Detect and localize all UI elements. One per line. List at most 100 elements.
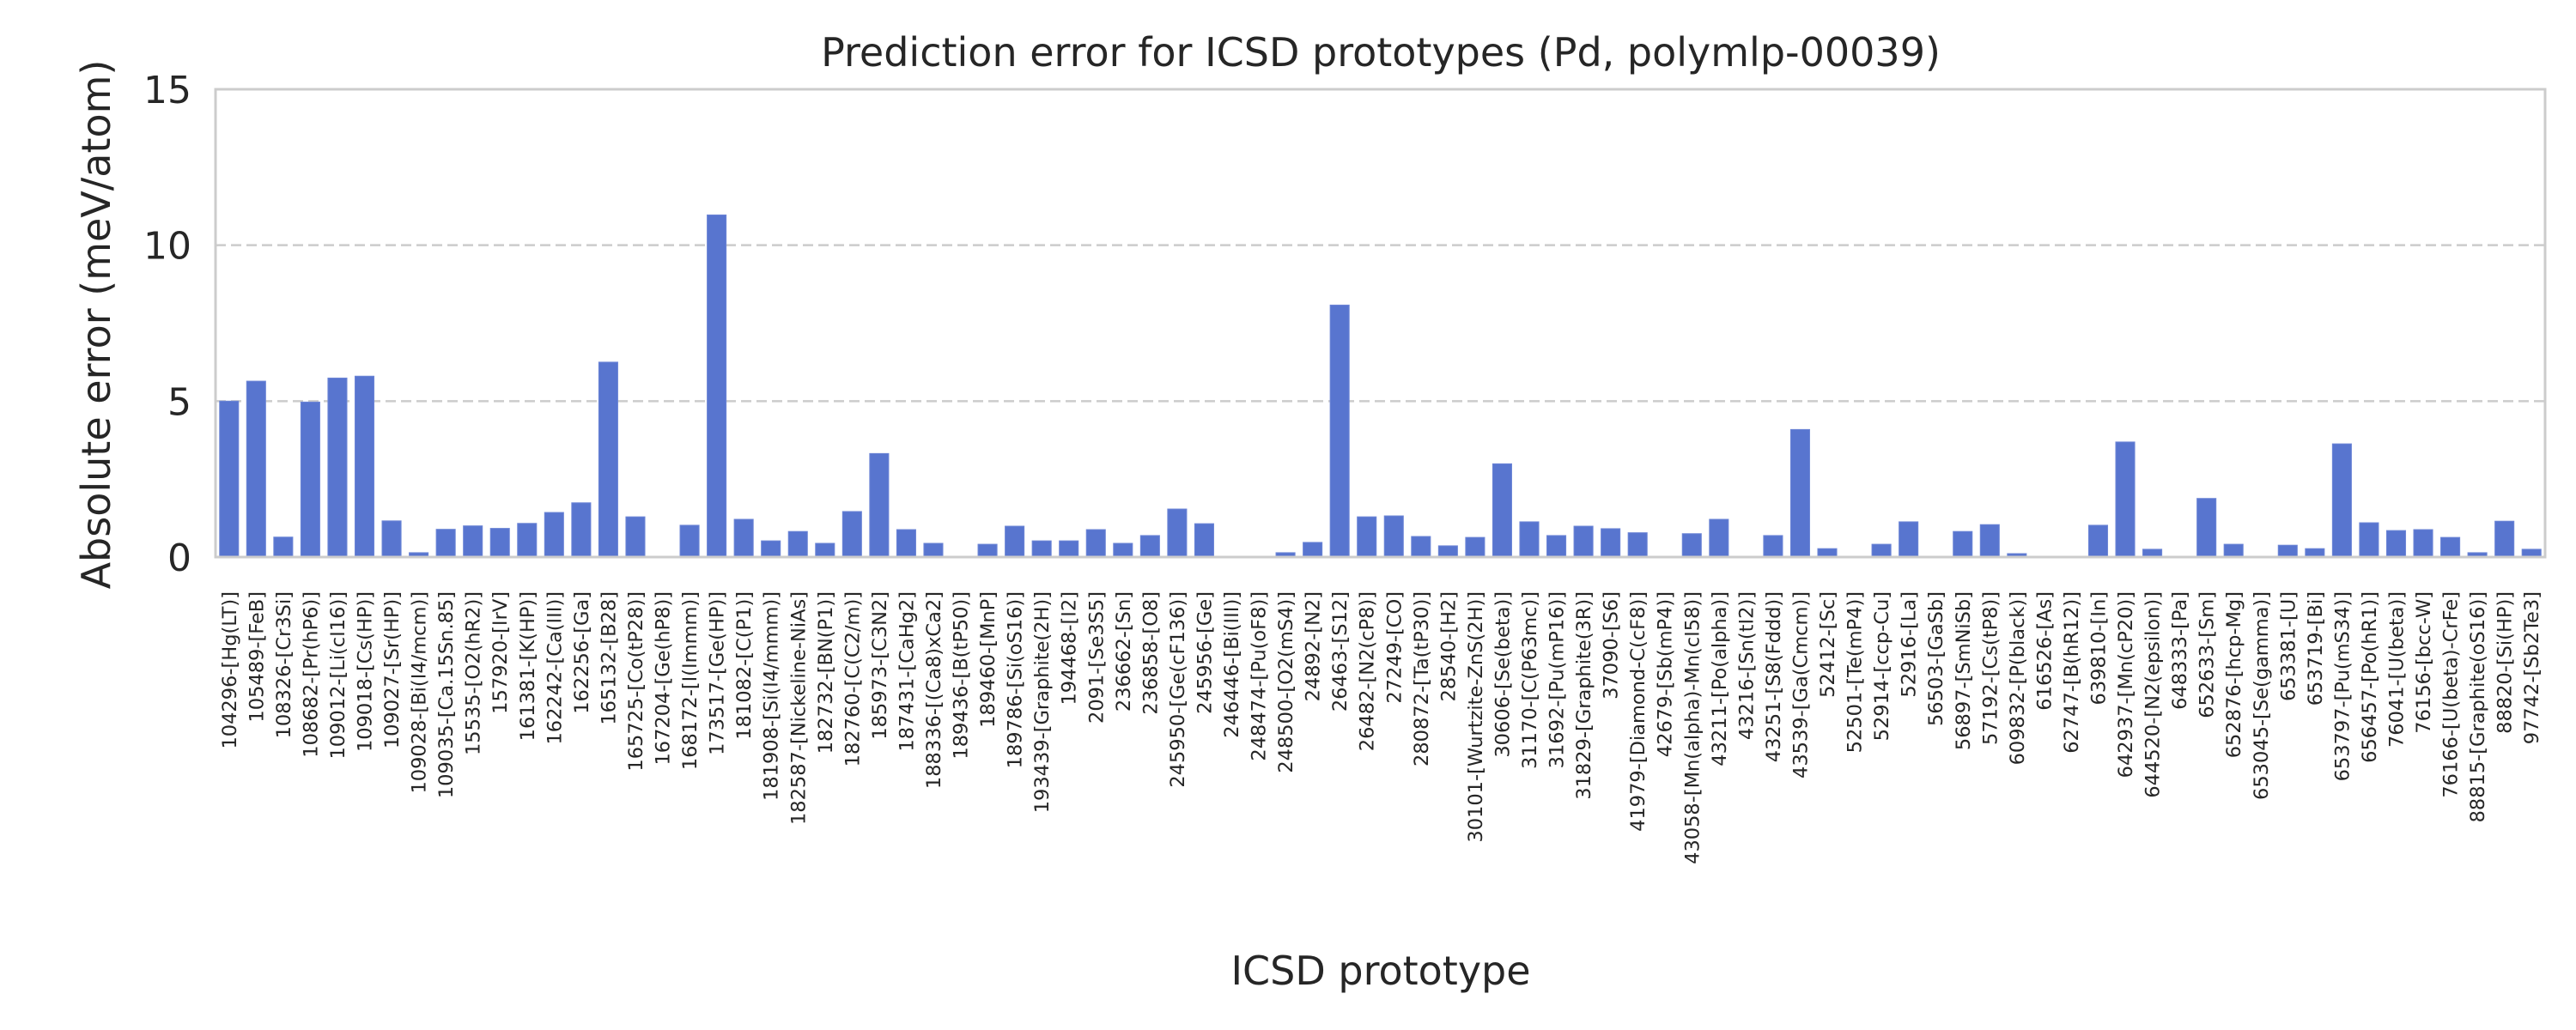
x-tick-label: 167204-[Ge(hP8)] <box>653 591 675 766</box>
x-tick-label: 161381-[K(HP)] <box>517 591 539 741</box>
x-tick-label: 189460-[MnP] <box>977 591 999 728</box>
x-tick-label: 642937-[Mn(cP20)] <box>2115 591 2137 778</box>
x-tick-label: 162256-[Ga] <box>571 591 593 714</box>
bar <box>815 542 835 558</box>
x-tick-label: 182587-[Nickeline-NiAs] <box>787 591 810 825</box>
x-tick-label: 43058-[Mn(alpha)-Mn(cI58)] <box>1681 591 1704 864</box>
x-tick-label: 609832-[P(black)] <box>2007 591 2029 765</box>
x-tick-label: 162242-[Ca(III)] <box>544 591 566 745</box>
bar <box>2359 522 2379 558</box>
x-tick-label: 62747-[B(hR12)] <box>2061 591 2083 754</box>
bar <box>2494 520 2515 558</box>
x-tick-label: 193439-[Graphite(2H)] <box>1031 591 1054 813</box>
x-tick-label: 27249-[CO] <box>1383 591 1406 704</box>
bar <box>2331 443 2352 558</box>
x-tick-label: 189786-[Si(oS16)] <box>1005 591 1027 768</box>
x-tick-label: 76156-[bcc-W] <box>2413 591 2435 734</box>
x-tick-label: 52914-[ccp-Cu] <box>1871 591 1893 741</box>
bar <box>1573 525 1594 558</box>
x-tick-label: 31829-[Graphite(3R)] <box>1573 591 1595 800</box>
bar <box>1303 542 1323 558</box>
bar <box>1465 536 1485 558</box>
x-tick-label: 109035-[Ca.15Sn.85] <box>435 591 458 798</box>
y-tick-label: 0 <box>167 536 191 580</box>
bar <box>1139 535 1160 558</box>
x-tick-label: 165725-[Co(tP28)] <box>625 591 647 772</box>
bar <box>1059 540 1079 558</box>
bar <box>1031 540 1052 558</box>
bar <box>1546 535 1567 558</box>
bar <box>300 401 320 558</box>
x-tick-label: 248474-[Pu(oF8)] <box>1249 591 1271 761</box>
x-tick-label: 26482-[N2(cP8)] <box>1357 591 1379 751</box>
x-tick-label: 236662-[Sn] <box>1113 591 1135 712</box>
x-tick-label: 236858-[O8] <box>1139 591 1162 715</box>
bar <box>2087 524 2109 558</box>
x-tick-label: 653381-[U] <box>2277 591 2300 701</box>
x-tick-label: 653045-[Se(gamma)] <box>2251 591 2273 800</box>
x-tick-label: 97742-[Sb2Te3] <box>2521 591 2543 744</box>
bar <box>1899 521 1919 558</box>
bar <box>896 529 916 558</box>
bar <box>1627 532 1648 558</box>
x-tick-label: 245956-[Ge] <box>1194 591 1216 714</box>
x-tick-label: 105489-[FeB] <box>246 591 268 723</box>
x-tick-label: 56503-[GaSb] <box>1925 591 1947 726</box>
x-tick-label: 165132-[B28] <box>598 591 620 725</box>
x-tick-label: 245950-[Ge(cF136)] <box>1167 591 1189 788</box>
x-tick-label: 652633-[Sm] <box>2196 591 2219 718</box>
x-tick-label: 37090-[S6] <box>1601 591 1623 700</box>
bar <box>246 380 266 558</box>
x-tick-label: 188336-[(Ca8)xCa2] <box>923 591 945 789</box>
bar <box>463 525 483 558</box>
bar <box>273 536 294 558</box>
x-tick-label: 88820-[Si(HP)] <box>2494 591 2517 734</box>
x-tick-label: 648333-[Pa] <box>2169 591 2191 710</box>
y-tick-label: 15 <box>143 69 191 112</box>
bar <box>2440 536 2461 558</box>
y-axis-ticks: 0 5 10 15 <box>143 69 191 580</box>
bar <box>707 214 727 558</box>
bar <box>2223 543 2244 558</box>
x-tick-label: 24892-[N2] <box>1303 591 1325 701</box>
bar <box>1763 535 1783 558</box>
bar <box>625 516 646 558</box>
x-tick-label: 43251-[S8(Fddd)] <box>1763 591 1785 762</box>
plot-frame <box>214 88 2547 559</box>
x-tick-label: 76041-[U(beta)] <box>2385 591 2408 748</box>
x-tick-label: 653719-[Bi] <box>2305 591 2327 706</box>
bar <box>517 523 538 558</box>
x-tick-label: 185973-[C3N2] <box>869 591 891 740</box>
x-tick-label: 109018-[Cs(HP)] <box>355 591 377 752</box>
bar <box>1194 523 1214 558</box>
bar <box>2277 544 2298 558</box>
bar <box>327 377 348 558</box>
y-axis-label: Absolute error (meV/atom) <box>73 60 119 590</box>
bar <box>1871 543 1892 558</box>
bar <box>381 520 402 558</box>
bar <box>869 452 890 558</box>
x-tick-label: 104296-[Hg(LT)] <box>219 591 241 749</box>
bar <box>1411 536 1431 558</box>
x-tick-label: 246446-[Bi(III)] <box>1221 591 1243 738</box>
x-tick-label: 41979-[Diamond-C(cF8)] <box>1627 591 1649 832</box>
x-tick-label: 31692-[Pu(mP16)] <box>1546 591 1569 768</box>
bar <box>733 518 754 558</box>
x-tick-label: 43539-[Ga(Cmcm)] <box>1789 591 1812 779</box>
bar <box>489 528 510 558</box>
bar <box>1005 525 1025 558</box>
x-tick-label: 644520-[N2(epsilon)] <box>2142 591 2165 798</box>
bar <box>354 375 375 558</box>
bar <box>1519 521 1540 558</box>
x-tick-label: 189436-[B(tP50)] <box>951 591 973 760</box>
bar <box>1789 428 1811 558</box>
y-tick-label: 5 <box>167 380 191 424</box>
x-tick-label: 652876-[hcp-Mg] <box>2223 591 2245 758</box>
gridlines <box>216 244 2545 403</box>
bar <box>1492 463 1513 558</box>
x-tick-label: 194468-[I2] <box>1059 591 1081 706</box>
x-tick-label: 31170-[C(P63mc)] <box>1519 591 1541 769</box>
bar <box>1329 304 1350 558</box>
x-tick-label: 656457-[Po(hR1)] <box>2359 591 2381 763</box>
